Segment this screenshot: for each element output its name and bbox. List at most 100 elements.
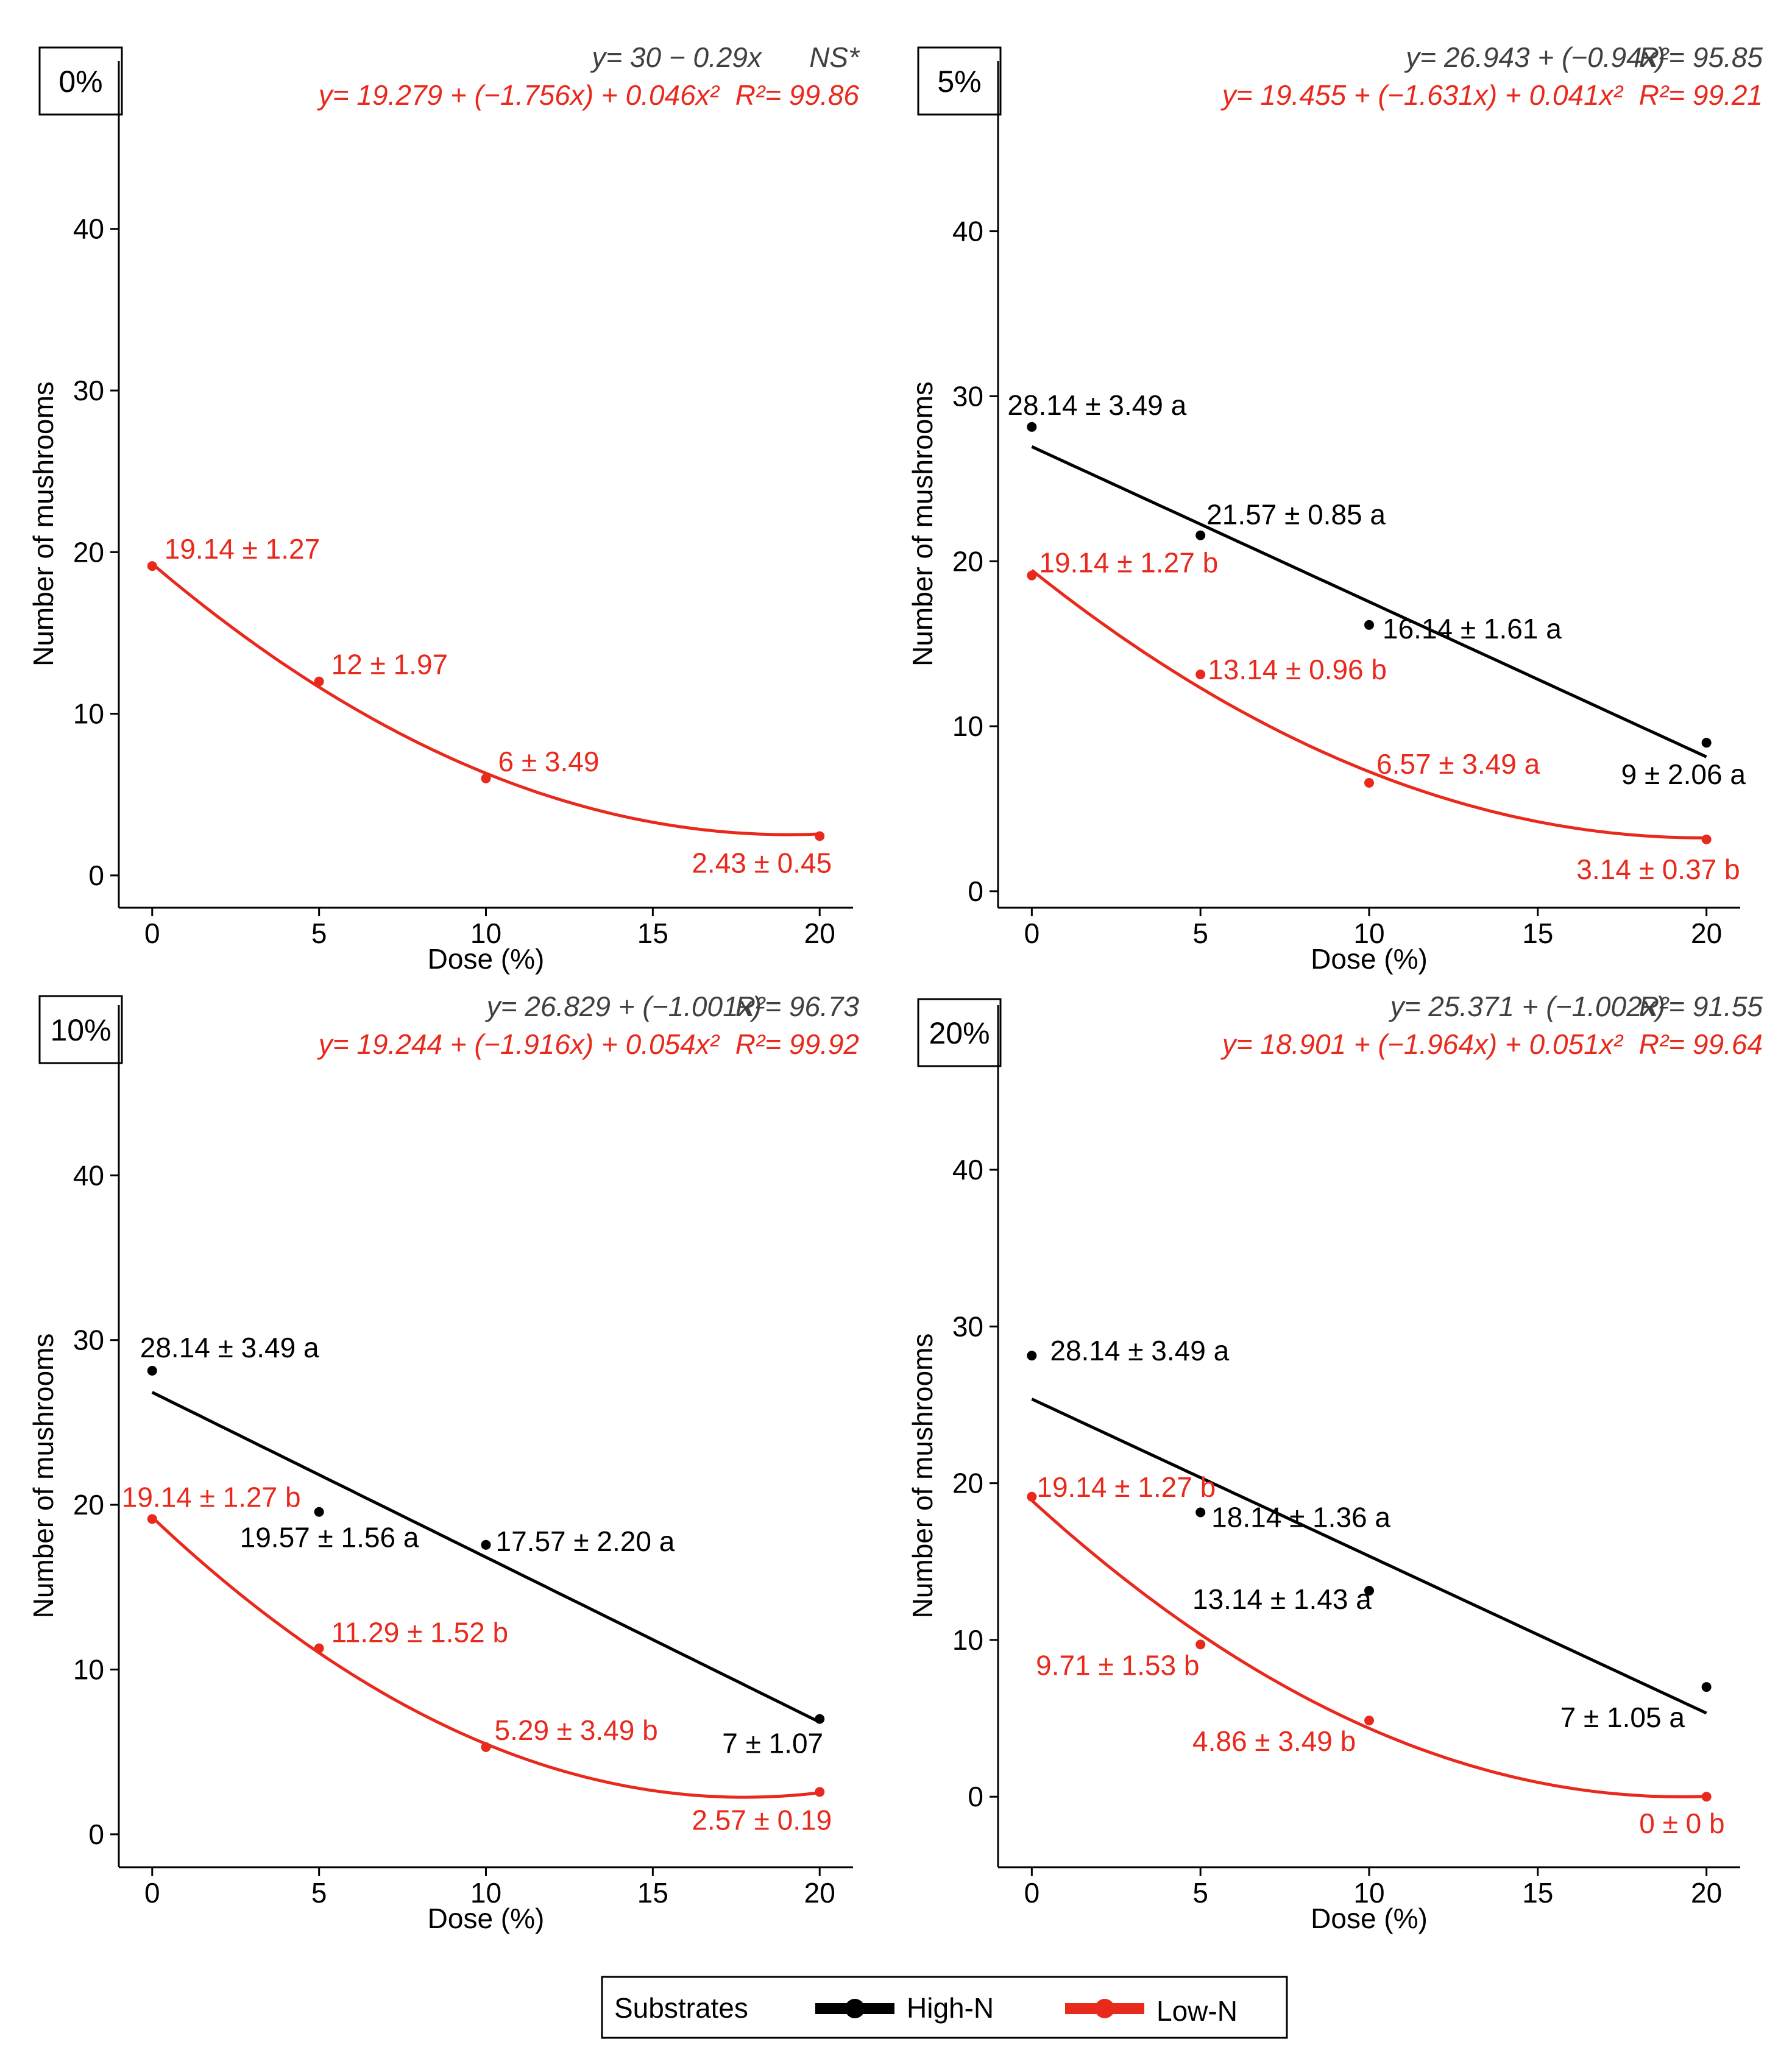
equation-low-n: y= 19.279 + (−1.756x) + 0.046x² (317, 79, 720, 111)
data-label-low-n: 5.29 ± 3.49 b (495, 1714, 658, 1746)
data-label-low-n: 19.14 ± 1.27 b (1039, 547, 1218, 579)
y-tick-label: 30 (952, 1310, 983, 1342)
data-label-low-n: 19.14 ± 1.27 b (1036, 1471, 1216, 1503)
y-tick-label: 30 (73, 375, 104, 406)
panel-badge (917, 46, 1002, 116)
y-tick-label: 20 (952, 1468, 983, 1499)
data-label-low-n: 2.43 ± 0.45 (692, 847, 832, 878)
data-point-low-n (147, 561, 157, 571)
x-tick-label: 0 (1024, 1877, 1040, 1909)
data-point-low-n (481, 773, 491, 783)
y-tick-label: 20 (73, 536, 104, 568)
data-label-high-n: 28.14 ± 3.49 a (140, 1332, 319, 1363)
legend: Substrates High-N Low-N (601, 1976, 1288, 2039)
y-tick-label: 40 (73, 213, 104, 245)
data-point-low-n (1364, 777, 1374, 788)
y-tick-label: 30 (73, 1324, 104, 1356)
data-point-high-n (147, 1365, 157, 1376)
equation-high-r2: R²= 96.73 (735, 991, 860, 1022)
data-point-high-n (1195, 1507, 1206, 1518)
data-label-high-n: 16.14 ± 1.61 a (1383, 613, 1562, 645)
data-label-high-n: 7 ± 1.05 a (1560, 1702, 1685, 1733)
panel-badge (38, 46, 123, 116)
x-tick-label: 20 (804, 1877, 835, 1909)
x-tick-label: 5 (311, 1877, 327, 1909)
y-tick-label: 0 (88, 860, 104, 891)
y-tick-label: 10 (73, 1654, 104, 1686)
data-point-high-n (1364, 1586, 1374, 1596)
equation-high-r2: R²= 91.55 (1639, 991, 1763, 1022)
x-tick-label: 0 (144, 917, 160, 949)
data-label-low-n: 6 ± 3.49 (498, 746, 600, 777)
fit-line-high-n (151, 1391, 821, 1724)
y-tick-label: 40 (73, 1159, 104, 1191)
data-point-low-n (1195, 1639, 1206, 1650)
data-point-low-n (1701, 834, 1712, 844)
data-label-high-n: 13.14 ± 1.43 a (1192, 1583, 1372, 1615)
data-label-high-n: 28.14 ± 3.49 a (1007, 389, 1186, 421)
y-tick-label: 20 (73, 1489, 104, 1521)
x-tick-label: 5 (1192, 1877, 1208, 1909)
data-label-low-n: 13.14 ± 0.96 b (1208, 654, 1387, 685)
data-point-low-n (147, 1514, 157, 1524)
y-axis-label: Number of mushrooms (27, 1334, 59, 1619)
legend-marker-high-n (845, 1999, 865, 2018)
x-tick-label: 10 (1353, 1877, 1384, 1909)
panel-badge (917, 998, 1002, 1067)
equation-high-n: y= 30 − 0.29x (590, 41, 763, 73)
x-tick-label: 15 (1522, 917, 1553, 949)
data-label-high-n: 21.57 ± 0.85 a (1206, 499, 1386, 531)
panel-badge-label: 0% (58, 65, 102, 99)
x-tick-label: 10 (470, 917, 501, 949)
y-tick-label: 0 (88, 1818, 104, 1850)
data-label-high-n: 18.14 ± 1.36 a (1211, 1502, 1390, 1533)
data-point-low-n (1027, 570, 1037, 581)
equation-high-n: y= 26.943 + (−0.94x) (1404, 41, 1665, 73)
y-tick-label: 10 (952, 1624, 983, 1656)
y-tick-label: 0 (968, 875, 983, 907)
x-tick-label: 20 (1691, 1877, 1722, 1909)
y-tick-label: 20 (952, 545, 983, 577)
y-axis-label: Number of mushrooms (27, 381, 59, 666)
equation-high-r2: NS* (809, 41, 860, 73)
fit-line-high-n (1031, 445, 1707, 758)
fit-line-low-n (151, 1516, 820, 1799)
panel-0pct: 0% 0 5 10 15 20 0 10 20 30 40 Dose (%) Number of mus… (27, 41, 860, 975)
x-axis-label: Dose (%) (1311, 943, 1428, 975)
y-axis-label: Number of mushrooms (907, 1334, 938, 1619)
panel-badge-label: 20% (929, 1016, 990, 1050)
panel-badge-label: 5% (937, 65, 981, 99)
data-label-high-n: 28.14 ± 3.49 a (1050, 1335, 1229, 1366)
y-axis-label: Number of mushrooms (907, 381, 938, 666)
y-tick-label: 40 (952, 1154, 983, 1186)
equation-high-r2: R²= 95.85 (1639, 41, 1763, 73)
data-label-low-n: 19.14 ± 1.27 b (122, 1481, 301, 1513)
data-point-low-n (314, 676, 324, 687)
data-point-low-n (1195, 670, 1206, 680)
x-tick-label: 15 (637, 1877, 668, 1909)
x-axis-label: Dose (%) (428, 943, 545, 975)
x-tick-label: 20 (1691, 917, 1722, 949)
legend-frame (601, 1976, 1288, 2039)
y-tick-label: 10 (73, 698, 104, 730)
data-point-low-n (314, 1643, 324, 1653)
equation-low-r2: R²= 99.21 (1639, 79, 1763, 111)
data-point-high-n (1701, 1682, 1712, 1692)
x-tick-label: 10 (470, 1877, 501, 1909)
data-point-low-n (1364, 1716, 1374, 1726)
data-label-low-n: 12 ± 1.97 (331, 649, 448, 680)
legend-marker-low-n (1095, 1999, 1114, 2018)
data-point-high-n (1195, 530, 1206, 540)
data-point-high-n (314, 1507, 324, 1517)
panel-badge-label: 10% (50, 1013, 111, 1047)
data-label-low-n: 9.71 ± 1.53 b (1036, 1649, 1199, 1681)
fit-line-low-n (151, 562, 820, 836)
panel-5pct: 5% 0 5 10 15 20 0 10 20 30 40 Dose (%) Number of mus… (907, 41, 1763, 975)
equation-low-r2: R²= 99.92 (735, 1028, 859, 1060)
data-label-low-n: 0 ± 0 b (1639, 1808, 1724, 1839)
x-axis-label: Dose (%) (428, 1903, 545, 1934)
legend-label-low-n: Low-N (1156, 1995, 1238, 2027)
data-label-high-n: 17.57 ± 2.20 a (496, 1525, 675, 1557)
data-label-low-n: 3.14 ± 0.37 b (1576, 854, 1740, 885)
